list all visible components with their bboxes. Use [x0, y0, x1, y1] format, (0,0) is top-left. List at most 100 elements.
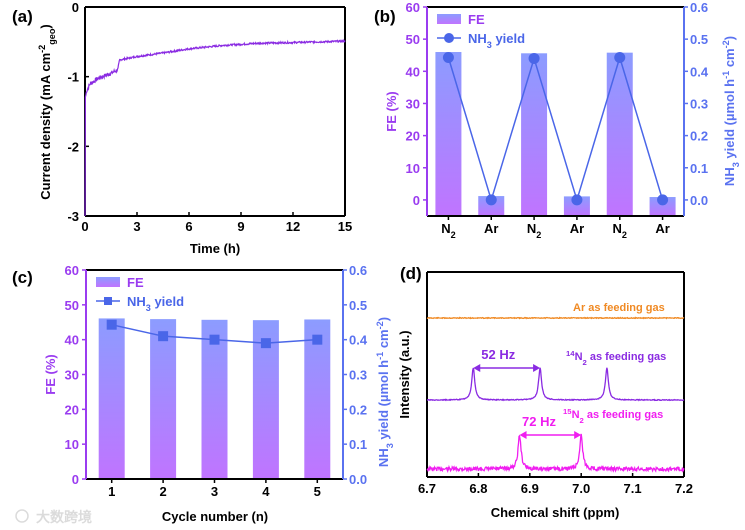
panel-a-y-tick-label: -3 [67, 209, 79, 224]
panel-c-right-ylabel: NH3 yield (µmol h-1 cm-2) [375, 317, 395, 467]
panel-c-nh3-point [106, 319, 117, 330]
panel-a-y-tick-label: -1 [67, 70, 79, 85]
panel-c-fe-bar [304, 319, 331, 479]
panel-b-nh3-point [485, 194, 497, 206]
panel-b-right-ylabel: NH3 yield (µmol h-1 cm-2) [721, 36, 741, 186]
panel-b-right-tick-label: 0.0 [690, 193, 708, 208]
panel-c-right-tick-label: 0.1 [349, 437, 367, 452]
panel-b-fe-bar [521, 53, 548, 216]
panel-b-right-tick-label: 0.5 [690, 32, 708, 47]
panel-d-series-label: 15N2 as feeding gas [563, 407, 663, 425]
panel-c-left-ylabel: FE (%) [43, 354, 58, 394]
panel-b-left-tick-label: 20 [406, 129, 420, 144]
panel-b-right-tick-label: 0.6 [690, 0, 708, 15]
panel-b-right-tick-label: 0.4 [690, 64, 709, 79]
panel-a-x-tick-label: 3 [133, 219, 140, 234]
panel-c-category-label: 4 [262, 484, 270, 499]
panel-c-fe-bar [98, 318, 125, 479]
panel-c-nh3-point [158, 331, 169, 342]
panel-b-right-tick-label: 0.1 [690, 161, 708, 176]
panel-d-spectrum-trace [427, 367, 685, 402]
panel-d-x-tick-label: 7.1 [624, 481, 642, 496]
panel-b-fe-bar [435, 52, 462, 217]
panel-b-fe-bar [606, 52, 633, 216]
panel-c-legend-nh3-marker [104, 297, 112, 305]
panel-c-left-tick-label: 50 [65, 298, 79, 313]
panel-b-right-tick-label: 0.2 [690, 129, 708, 144]
panel-b-right-tick-label: 0.3 [690, 96, 708, 111]
panel-d-x-tick-label: 6.7 [418, 481, 436, 496]
panel-b-fe-bar [478, 196, 505, 216]
panel-b-category-label: Ar [570, 221, 584, 236]
panel-a-y-tick-label: 0 [72, 0, 79, 15]
panel-d-ylabel: Intensity (a.u.) [397, 330, 412, 418]
panel-c-category-label: 3 [211, 484, 218, 499]
panel-c-right-tick-label: 0.3 [349, 368, 367, 383]
panel-b-category-label: N2 [527, 221, 541, 240]
panel-c-category-label: 2 [159, 484, 166, 499]
panel-c-right-tick-label: 0.4 [349, 333, 368, 348]
panel-d-spectrum-trace [426, 316, 685, 320]
panel-c-right-tick-label: 0.2 [349, 402, 367, 417]
panel-b-left-tick-label: 10 [406, 161, 420, 176]
panel-b-category-label: Ar [655, 221, 669, 236]
panel-d-coupling-label: 52 Hz [481, 347, 515, 362]
panel-a-xlabel: Time (h) [190, 241, 240, 256]
panel-d-xlabel: Chemical shift (ppm) [491, 505, 620, 520]
panel-b-nh3-point [528, 52, 540, 64]
panel-a-x-tick-label: 9 [237, 219, 244, 234]
panel-b-nh3-point [442, 51, 454, 63]
panel-a-current-trace [84, 38, 346, 217]
panel-c-fe-bar [150, 319, 177, 479]
panel-b-legend-fe-swatch [437, 14, 461, 24]
panel-a-x-tick-label: 6 [185, 219, 192, 234]
panel-c-category-label: 1 [108, 484, 115, 499]
panel-d-series-label: Ar as feeding gas [573, 302, 665, 314]
panel-c-fe-bar [201, 319, 228, 479]
panel-d-x-tick-label: 7.0 [572, 481, 590, 496]
panel-a-ylabel: Current density (mA cm-2geo) [37, 24, 57, 200]
panel-b-nh3-point [614, 51, 626, 63]
panel-b-left-tick-label: 0 [413, 193, 420, 208]
panel-c-left-tick-label: 20 [65, 402, 79, 417]
panel-c-category-label: 5 [314, 484, 321, 499]
panel-b-nh3-point [657, 194, 669, 206]
panel-c-nh3-point [209, 334, 220, 345]
panel-c-left-tick-label: 60 [65, 263, 79, 278]
panel-b-category-label: N2 [613, 221, 627, 240]
panel-b-nh3-point [571, 194, 583, 206]
panel-a-y-tick-label: -2 [67, 139, 79, 154]
panel-b-left-tick-label: 30 [406, 96, 420, 111]
panel-c-left-tick-label: 40 [65, 333, 79, 348]
panel-a-x-tick-label: 12 [286, 219, 300, 234]
panel-c-left-tick-label: 10 [65, 437, 79, 452]
panel-b-left-tick-label: 60 [406, 0, 420, 15]
panel-d-arrowhead-right [533, 364, 541, 372]
panel-c-right-tick-label: 0.6 [349, 263, 367, 278]
panel-d-x-tick-label: 7.2 [675, 481, 693, 496]
panel-c-xlabel: Cycle number (n) [162, 509, 268, 524]
panel-d-arrowhead-right [574, 431, 582, 439]
panel-c-left-tick-label: 30 [65, 368, 79, 383]
panel-c-right-tick-label: 0.5 [349, 298, 367, 313]
panel-b-legend-nh3-marker [444, 33, 454, 43]
panel-d-x-tick-label: 6.9 [521, 481, 539, 496]
panel-b-category-label: Ar [484, 221, 498, 236]
panel-b-fe-bar [649, 197, 676, 216]
panel-d-spectrum-trace [426, 433, 685, 474]
panel-c-legend-fe-label: FE [127, 275, 144, 290]
panel-c-legend-nh3-label: NH3 yield [127, 294, 184, 313]
panel-c-nh3-point [312, 334, 323, 345]
panel-b-left-ylabel: FE (%) [384, 91, 399, 131]
panel-d-x-tick-label: 6.8 [469, 481, 487, 496]
panel-a-x-tick-label: 15 [338, 219, 352, 234]
panel-d-arrowhead-left [519, 431, 527, 439]
watermark-icon [15, 509, 29, 523]
panel-label-b: (b) [374, 7, 396, 26]
watermark-logo: 大数跨境 [15, 509, 92, 525]
watermark-text: 大数跨境 [36, 509, 92, 525]
panel-d-coupling-label: 72 Hz [522, 414, 556, 429]
panel-c-nh3-point [260, 338, 271, 349]
panel-label-a: (a) [12, 7, 33, 26]
